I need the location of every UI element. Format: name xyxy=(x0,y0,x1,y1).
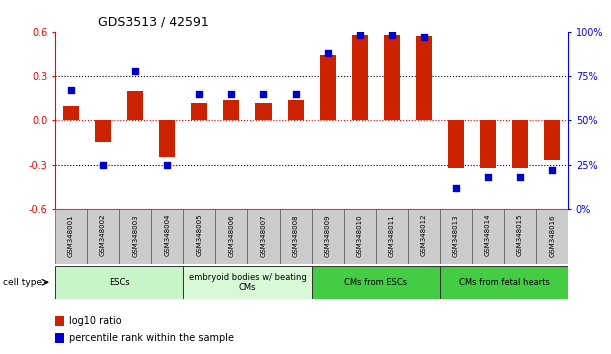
Bar xyxy=(216,209,247,264)
Text: GSM348015: GSM348015 xyxy=(517,214,523,256)
Text: GSM348003: GSM348003 xyxy=(132,214,138,257)
Text: CMs from ESCs: CMs from ESCs xyxy=(344,278,408,287)
Text: GSM348007: GSM348007 xyxy=(260,214,266,257)
Text: GSM348016: GSM348016 xyxy=(549,214,555,257)
Point xyxy=(130,68,140,74)
Point xyxy=(547,167,557,173)
Bar xyxy=(536,209,568,264)
Bar xyxy=(440,266,568,299)
Point xyxy=(291,91,301,97)
Bar xyxy=(312,266,440,299)
Bar xyxy=(191,103,207,120)
Text: ESCs: ESCs xyxy=(109,278,130,287)
Bar xyxy=(255,103,271,120)
Text: GSM348011: GSM348011 xyxy=(389,214,395,257)
Bar xyxy=(352,35,368,120)
Text: GSM348009: GSM348009 xyxy=(324,214,331,257)
Point xyxy=(451,185,461,190)
Bar xyxy=(95,120,111,143)
Bar xyxy=(408,209,440,264)
Text: GDS3513 / 42591: GDS3513 / 42591 xyxy=(98,15,208,28)
Text: GSM348012: GSM348012 xyxy=(421,214,427,256)
Bar xyxy=(312,209,343,264)
Bar xyxy=(544,120,560,160)
Bar xyxy=(224,100,240,120)
Bar xyxy=(512,120,528,167)
Point xyxy=(98,162,108,167)
Bar xyxy=(183,266,312,299)
Point xyxy=(227,91,236,97)
Bar xyxy=(448,120,464,167)
Bar xyxy=(320,56,335,120)
Bar xyxy=(87,209,119,264)
Bar xyxy=(343,209,376,264)
Bar xyxy=(504,209,536,264)
Text: GSM348013: GSM348013 xyxy=(453,214,459,257)
Point xyxy=(387,33,397,38)
Point xyxy=(515,174,525,180)
Bar xyxy=(376,209,408,264)
Bar xyxy=(152,209,183,264)
Text: GSM348014: GSM348014 xyxy=(485,214,491,256)
Point xyxy=(419,34,429,40)
Bar xyxy=(472,209,504,264)
Bar xyxy=(55,209,87,264)
Bar xyxy=(55,266,183,299)
Bar xyxy=(119,209,152,264)
Text: GSM348005: GSM348005 xyxy=(196,214,202,256)
Bar xyxy=(127,91,143,120)
Bar xyxy=(55,316,64,326)
Point xyxy=(355,33,365,38)
Text: GSM348008: GSM348008 xyxy=(293,214,299,257)
Bar xyxy=(159,120,175,157)
Point xyxy=(66,87,76,93)
Bar xyxy=(55,333,64,343)
Text: GSM348010: GSM348010 xyxy=(357,214,363,257)
Text: CMs from fetal hearts: CMs from fetal hearts xyxy=(459,278,549,287)
Text: GSM348006: GSM348006 xyxy=(229,214,235,257)
Point xyxy=(194,91,204,97)
Text: embryoid bodies w/ beating
CMs: embryoid bodies w/ beating CMs xyxy=(189,273,306,292)
Bar xyxy=(288,100,304,120)
Bar xyxy=(440,209,472,264)
Text: cell type: cell type xyxy=(3,278,42,287)
Bar xyxy=(183,209,216,264)
Text: GSM348002: GSM348002 xyxy=(100,214,106,256)
Bar xyxy=(247,209,280,264)
Bar xyxy=(280,209,312,264)
Point xyxy=(258,91,268,97)
Point xyxy=(323,50,332,56)
Text: percentile rank within the sample: percentile rank within the sample xyxy=(68,333,234,343)
Text: GSM348001: GSM348001 xyxy=(68,214,74,257)
Bar xyxy=(416,36,432,120)
Text: GSM348004: GSM348004 xyxy=(164,214,170,256)
Point xyxy=(163,162,172,167)
Bar xyxy=(63,105,79,120)
Point xyxy=(483,174,493,180)
Bar xyxy=(384,35,400,120)
Text: log10 ratio: log10 ratio xyxy=(68,316,122,326)
Bar xyxy=(480,120,496,167)
